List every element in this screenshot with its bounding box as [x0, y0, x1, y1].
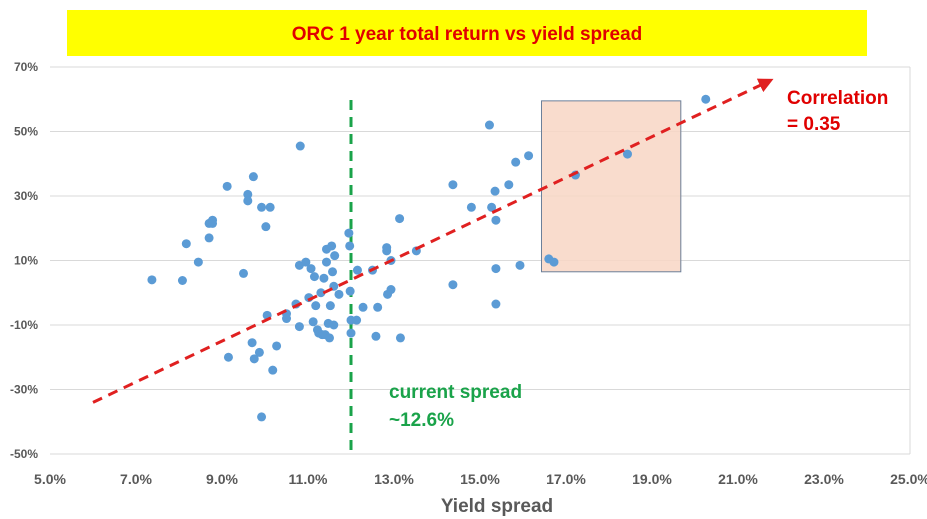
y-tick-label: -50% [10, 447, 38, 461]
data-point [524, 151, 534, 161]
y-tick-label: -10% [10, 318, 38, 332]
data-point [147, 275, 157, 285]
x-tick-label: 13.0% [374, 471, 414, 487]
data-point [466, 202, 476, 212]
data-point [511, 157, 521, 167]
chart-title: ORC 1 year total return vs yield spread [292, 24, 643, 45]
x-axis-title: Yield spread [441, 496, 553, 517]
data-point [257, 202, 267, 212]
x-tick-label: 11.0% [289, 471, 328, 487]
data-point [222, 181, 232, 191]
trend-line [92, 78, 774, 404]
data-point [330, 251, 340, 261]
data-point [395, 214, 405, 224]
x-tick-label: 5.0% [34, 471, 66, 487]
x-tick-label: 9.0% [206, 471, 238, 487]
y-tick-label: 10% [14, 254, 38, 268]
data-point [261, 222, 271, 232]
data-point [484, 120, 494, 130]
current-spread-label-line2: ~12.6% [389, 410, 454, 431]
data-point [301, 257, 311, 267]
data-point [344, 228, 354, 238]
data-point [272, 341, 282, 351]
data-point [309, 272, 319, 282]
data-point [325, 301, 335, 311]
data-point [204, 233, 214, 243]
data-point [319, 273, 329, 283]
highlight-region-layer [540, 100, 682, 273]
data-point [395, 333, 405, 343]
correlation-label-line2: = 0.35 [787, 114, 841, 135]
data-point [328, 267, 338, 277]
data-point [239, 268, 248, 278]
data-point [316, 288, 326, 298]
highlight-region [540, 100, 682, 273]
data-point [549, 257, 559, 267]
x-tick-label: 21.0% [718, 471, 758, 487]
data-point [358, 302, 368, 312]
data-point [701, 94, 711, 104]
y-tick-label: 70% [14, 60, 38, 74]
data-point [371, 331, 381, 341]
data-point [257, 412, 267, 422]
data-point [321, 257, 331, 267]
data-point [327, 241, 337, 251]
x-tick-label: 23.0% [804, 471, 844, 487]
data-point [208, 218, 218, 228]
data-point [491, 264, 501, 274]
data-point [515, 260, 525, 270]
data-point [491, 299, 501, 309]
title-banner [67, 10, 867, 56]
axis-ticks: -50% -30% -10% 10% 30% 50% 70% 5.0% 7.0% 9.0% 11.0… [10, 60, 927, 487]
data-point [345, 241, 355, 251]
data-point [248, 172, 258, 182]
y-tick-label: 50% [14, 125, 38, 139]
data-point [247, 338, 257, 348]
data-point [181, 239, 191, 249]
data-point [268, 365, 278, 375]
data-point [448, 280, 458, 290]
x-tick-label: 19.0% [632, 471, 672, 487]
data-point [193, 257, 203, 267]
y-tick-label: -30% [10, 383, 38, 397]
data-point [345, 286, 355, 296]
data-point [448, 180, 458, 190]
data-point [504, 180, 514, 190]
data-point [249, 354, 259, 364]
data-point [373, 302, 383, 312]
data-point [352, 315, 362, 325]
data-point [265, 202, 275, 212]
x-tick-label: 15.0% [460, 471, 500, 487]
gridlines [50, 66, 911, 455]
data-point [306, 264, 316, 274]
current-spread-label-line1: current spread [389, 382, 522, 403]
x-tick-label: 17.0% [546, 471, 586, 487]
data-point [329, 320, 339, 330]
data-point [334, 289, 344, 299]
data-point [243, 196, 253, 206]
x-tick-label: 25.0% [890, 471, 927, 487]
correlation-label-line1: Correlation [787, 88, 888, 109]
data-point [386, 285, 396, 295]
data-point [622, 149, 632, 159]
data-point [491, 215, 501, 225]
data-point [346, 328, 356, 338]
data-point [177, 275, 187, 285]
x-tick-label: 7.0% [120, 471, 152, 487]
trend-line-layer [92, 78, 774, 404]
data-point [352, 265, 362, 275]
y-tick-label: 30% [14, 189, 38, 203]
data-point [382, 243, 392, 253]
data-point [487, 202, 497, 212]
data-point [243, 189, 253, 199]
data-point [295, 141, 305, 151]
data-point [490, 186, 500, 196]
data-point [325, 333, 334, 343]
data-point [311, 301, 321, 311]
data-point [254, 347, 264, 357]
data-point [223, 352, 233, 362]
data-point [308, 317, 318, 327]
data-point [294, 322, 304, 332]
